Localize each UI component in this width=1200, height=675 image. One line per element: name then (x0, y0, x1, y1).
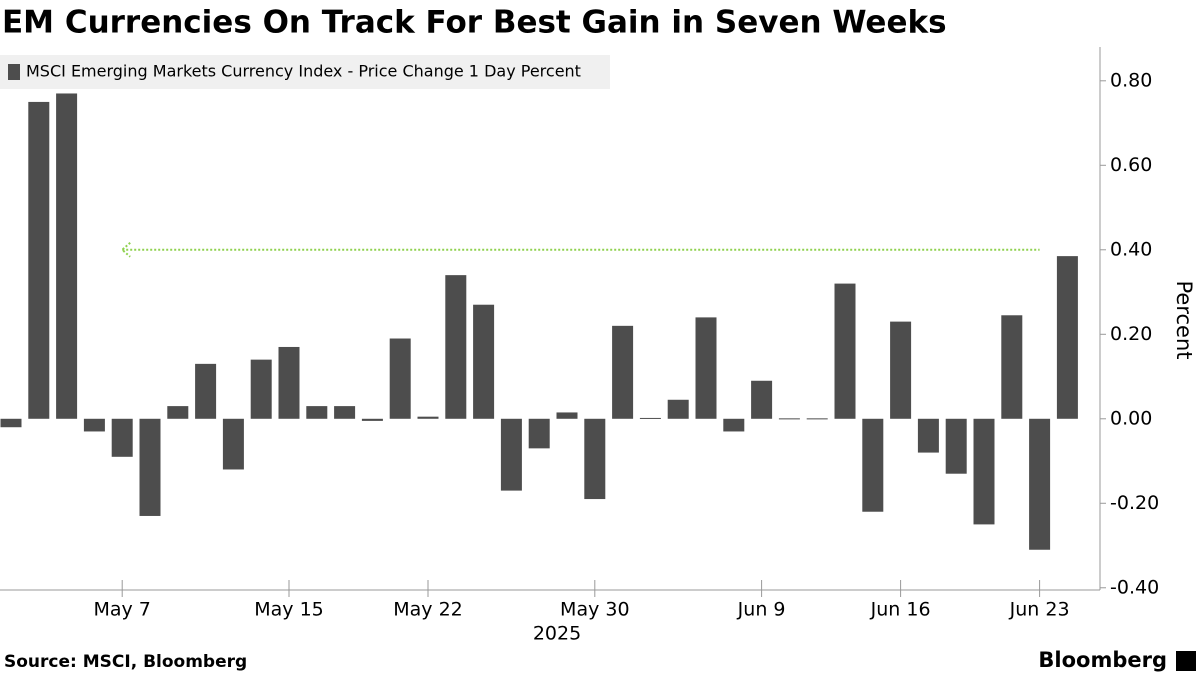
bar (139, 418, 161, 516)
bar (667, 399, 689, 419)
legend-label: MSCI Emerging Markets Currency Index - P… (26, 62, 581, 81)
x-tick-label: May 7 (93, 599, 150, 621)
bar (389, 338, 411, 419)
bar (111, 418, 133, 457)
bar (28, 101, 50, 419)
bar (250, 359, 272, 419)
bar (612, 325, 634, 419)
bar (445, 275, 467, 419)
brand-icon (1176, 651, 1196, 671)
bar (1029, 418, 1051, 550)
bar (1001, 315, 1023, 419)
bar (973, 418, 995, 525)
bar (222, 418, 244, 470)
x-tick-label: Jun 23 (1009, 599, 1070, 621)
y-tick-label: -0.20 (1110, 492, 1159, 514)
bar (417, 416, 439, 419)
bar (639, 417, 661, 419)
bar (723, 418, 745, 432)
y-axis-label: Percent (1172, 280, 1196, 359)
bar (751, 380, 773, 419)
x-tick-label: May 15 (254, 599, 324, 621)
bar (306, 406, 328, 419)
y-tick-label: 0.80 (1110, 69, 1152, 91)
bar (890, 321, 912, 419)
x-tick-label: May 22 (393, 599, 463, 621)
bar (778, 418, 800, 420)
reference-arrow (120, 242, 131, 258)
bar (500, 418, 522, 491)
bar (695, 317, 717, 419)
bar (945, 418, 967, 474)
bar (83, 418, 105, 432)
chart-title: EM Currencies On Track For Best Gain in … (2, 5, 947, 41)
bar (167, 406, 189, 419)
y-tick-label: 0.40 (1110, 238, 1152, 260)
y-tick-label: 0.00 (1110, 407, 1152, 429)
bar (584, 418, 606, 500)
x-tick-label: Jun 16 (870, 599, 931, 621)
bar (917, 418, 939, 453)
source: Source: MSCI, Bloomberg (4, 652, 247, 672)
bar (278, 346, 300, 419)
bar (528, 418, 550, 449)
brand: Bloomberg (1038, 648, 1167, 672)
x-tick-label: Jun 9 (737, 599, 786, 621)
bar (834, 283, 856, 419)
y-tick-label: 0.20 (1110, 323, 1152, 345)
bar (1056, 256, 1078, 419)
bar (556, 412, 578, 419)
bar (334, 406, 356, 419)
y-tick-label: -0.40 (1110, 576, 1159, 598)
y-tick-label: 0.60 (1110, 154, 1152, 176)
x-tick-label: May 30 (560, 599, 630, 621)
bar (473, 304, 495, 419)
x-axis-year: 2025 (533, 623, 581, 645)
bar (0, 418, 22, 428)
bar (195, 363, 217, 419)
legend-swatch (8, 64, 20, 80)
bar (862, 418, 884, 512)
bar (56, 93, 78, 419)
bar (806, 418, 828, 420)
bar (361, 418, 383, 421)
legend-box (0, 55, 610, 89)
